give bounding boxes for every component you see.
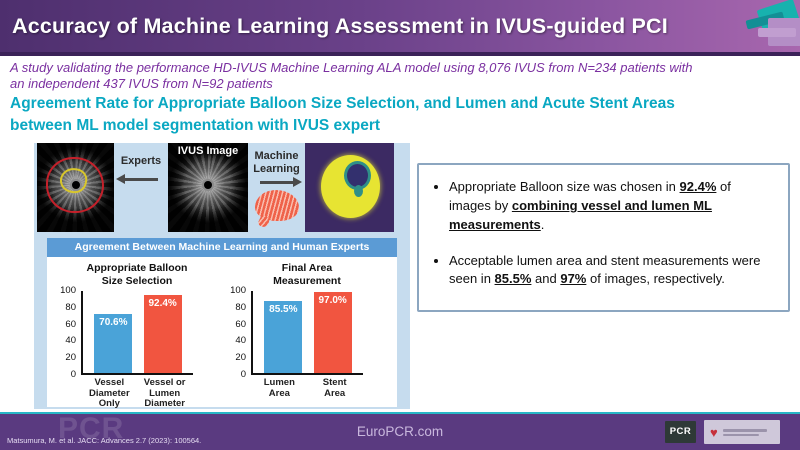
y-tick-label: 40 [235,335,246,347]
bar-value-label: 70.6% [99,316,128,328]
arrow-right-icon [259,177,302,188]
x-category-label: Vessel Diameter Only [88,377,130,410]
y-tick-label: 0 [70,369,76,380]
subtitle-line-2: an independent 437 IVUS from N=92 patien… [10,76,273,92]
machine-learning-flow: Machine Learning [248,143,305,232]
chart-title: Final Area Measurement [273,262,341,287]
vessel-contour-icon [46,157,104,213]
machine-learning-label: Machine Learning [253,150,300,175]
bar-value-label: 92.4% [148,298,177,310]
chart-body: 0 20 40 60 80 100 70.6% 92.4% [57,285,217,380]
finding-balloon-size: Appropriate Balloon size was chosen in 9… [449,178,774,235]
title-bar: Accuracy of Machine Learning Assessment … [0,0,800,52]
x-category-label: Stent Area [322,377,347,399]
key-findings-list: Appropriate Balloon size was chosen in 9… [429,178,774,289]
ml-segmentation-image [305,143,394,232]
crf-logo-text-lines [722,428,767,436]
footer-bar: PCR Matsumura, M. et al. JACC: Advances … [0,412,800,450]
title-underline [0,52,800,56]
y-tick-label: 100 [230,285,246,296]
y-tick-label: 20 [235,352,246,364]
balloon-size-chart: Appropriate Balloon Size Selection 0 20 40… [57,262,217,410]
citation-text: Matsumura, M. et al. JACC: Advances 2.7 … [7,436,202,445]
logo-purple-bar-icon [758,28,796,37]
ivus-image-label: IVUS Image [177,145,239,157]
bullet-text-segment: and [531,271,561,287]
charts-container: Appropriate Balloon Size Selection 0 20 40… [47,257,397,410]
y-axis: 0 20 40 60 80 100 [57,285,81,380]
results-panel: Experts IVUS Image Machine Learning Agre… [34,143,410,409]
crf-logo: ♥ [704,420,780,444]
raw-ivus-image: IVUS Image [168,143,248,232]
bullet-text-segment: combining vessel and lumen ML measuremen… [449,197,712,232]
ivus-diagram-row: Experts IVUS Image Machine Learning [34,143,410,232]
y-tick-label: 20 [65,352,76,364]
plot-area: 85.5% 97.0% [251,291,363,375]
brain-icon [254,190,299,222]
y-tick-label: 0 [240,369,246,380]
heart-icon: ♥ [710,424,718,440]
segmentation-vessel-mask-icon [321,155,380,218]
bullet-text-segment: of images by [449,179,731,213]
catheter-icon [70,179,82,191]
chart-title: Appropriate Balloon Size Selection [86,262,188,287]
finding-area-measurements: Acceptable lumen area and stent measurem… [449,252,774,290]
x-axis-labels: Lumen Area Stent Area [251,377,363,399]
subtitle-line-1: A study validating the performance HD-IV… [10,60,693,75]
bullet-text-segment: 85.5% [494,271,532,287]
y-tick-label: 80 [235,301,246,313]
chart-bar: 92.4% [143,295,182,373]
x-category-label: Vessel or Lumen Diameter [143,377,186,410]
chart-bar: 97.0% [313,291,352,373]
bullet-text-segment: 92.4% [679,179,717,194]
y-tick-label: 60 [235,318,246,330]
x-axis-labels: Vessel Diameter Only Vessel or Lumen Diam… [81,377,193,410]
chart-banner-title: Agreement Between Machine Learning and H… [47,238,397,257]
bullet-text-segment: . [540,216,545,232]
europcr-logo-icon [744,0,800,50]
y-tick-label: 80 [65,301,76,313]
plot-area: 70.6% 92.4% [81,291,193,375]
y-axis: 0 20 40 60 80 100 [227,285,251,380]
catheter-icon [202,179,214,191]
bullet-text-segment: Appropriate Balloon size was chosen in [449,179,680,194]
pcr-watermark: PCR [58,412,125,445]
chart-bar: 85.5% [264,301,303,373]
expert-annotated-ivus-image [37,143,114,232]
bar-value-label: 85.5% [269,304,298,316]
experts-flow: Experts [114,143,168,232]
y-tick-label: 100 [60,285,76,296]
key-findings-box: Appropriate Balloon size was chosen in 9… [417,163,790,312]
bar-value-label: 97.0% [318,294,347,306]
final-area-chart: Final Area Measurement 0 20 40 60 80 100 85.5… [227,262,387,407]
europcr-site-link[interactable]: EuroPCR.com [356,424,444,439]
bullet-text-segment: Acceptable lumen area and stent measurem… [449,252,761,287]
x-category-label: Lumen Area [263,377,295,399]
heading-line-2: between ML model segmentation with IVUS … [10,116,381,134]
bullet-text-segment: 97% [560,271,587,287]
study-subtitle: A study validating the performance HD-IV… [10,60,780,93]
segmentation-lumen-mask-icon [344,161,371,197]
chart-body: 0 20 40 60 80 100 85.5% 97.0% [227,285,387,380]
y-tick-label: 40 [65,335,76,347]
page-title: Accuracy of Machine Learning Assessment … [12,13,668,38]
pcr-logo: PCR [665,421,696,443]
arrow-left-icon [116,173,158,184]
bullet-text-segment: of images, respectively. [586,271,725,287]
heading-line-1: Agreement Rate for Appropriate Balloon S… [10,95,675,112]
experts-label: Experts [120,155,162,167]
chart-bar: 70.6% [94,313,133,373]
y-tick-label: 60 [65,318,76,330]
section-heading: Agreement Rate for Appropriate Balloon S… [10,93,790,136]
